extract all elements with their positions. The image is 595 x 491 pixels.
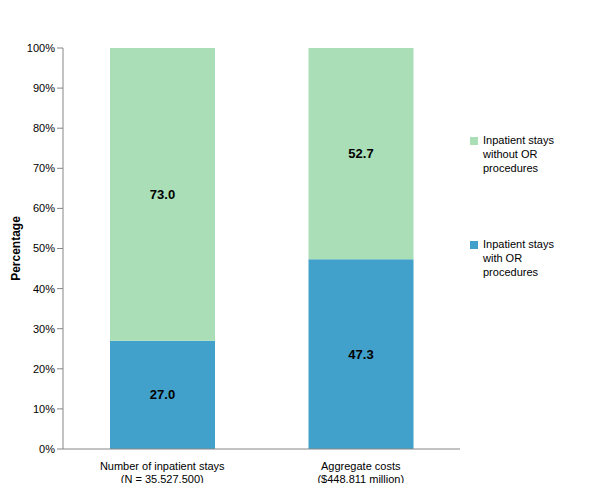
svg-text:Percentage: Percentage: [9, 216, 23, 281]
svg-text:30%: 30%: [33, 323, 55, 335]
svg-text:10%: 10%: [33, 403, 55, 415]
svg-text:52.7: 52.7: [348, 146, 373, 161]
svg-text:100%: 100%: [27, 42, 55, 54]
svg-text:47.3: 47.3: [348, 347, 373, 362]
svg-text:50%: 50%: [33, 242, 55, 254]
svg-text:20%: 20%: [33, 363, 55, 375]
html-text:Inpatient stays without OR pro: Inpatient stays without OR procedures: [483, 134, 554, 174]
svg-text:Number of inpatient stays(N =: Number of inpatient stays(N = 35,527,500…: [100, 460, 225, 483]
svg-text:80%: 80%: [33, 122, 55, 134]
svg-text:40%: 40%: [33, 283, 55, 295]
svg-text:90%: 90%: [33, 82, 55, 94]
svg-text:60%: 60%: [33, 202, 55, 214]
svg-text:70%: 70%: [33, 162, 55, 174]
html-text:Inpatient stays with OR proced: Inpatient stays with OR procedures: [483, 238, 554, 278]
svg-text:0%: 0%: [39, 443, 55, 455]
svg-text:Aggregate costs($448,811 milli: Aggregate costs($448,811 million): [317, 460, 404, 483]
svg-text:27.0: 27.0: [150, 387, 175, 402]
svg-text:73.0: 73.0: [150, 187, 175, 202]
